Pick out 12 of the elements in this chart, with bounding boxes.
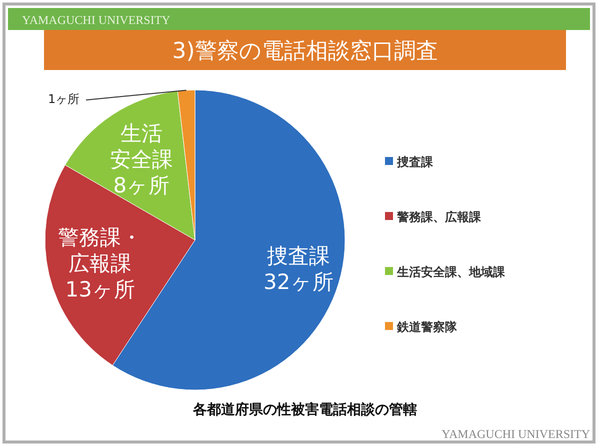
data-label: 生活安全課8ヶ所 [110,122,173,198]
text: 各都道府県の性被害電話相談の管轄 [192,401,417,418]
text: YAMAGUCHI UNIVERSITY [442,427,590,441]
chart-title: 3)警察の電話相談窓口調査 [172,39,438,64]
text: YAMAGUCHI UNIVERSITY [22,13,171,27]
legend-label: 生活安全課、地域課 [396,265,506,279]
data-label: 捜査課32ヶ所 [264,244,334,294]
data-label: 1ヶ所 [48,92,80,106]
legend-label: 捜査課 [396,155,434,169]
legend-label: 鉄道警察隊 [396,320,458,334]
data-label: 警務課・広報課13ヶ所 [58,225,142,302]
legend-label: 警務課、広報課 [396,210,482,224]
